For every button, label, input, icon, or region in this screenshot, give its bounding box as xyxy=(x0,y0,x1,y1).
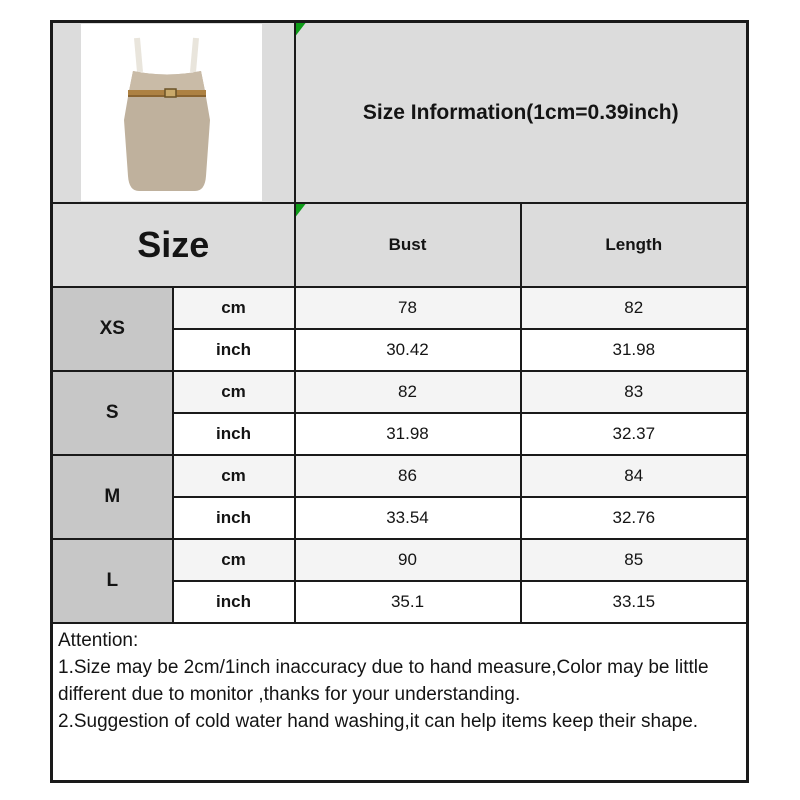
length-value: 33.15 xyxy=(612,592,656,611)
size-header-label: Size xyxy=(137,224,210,265)
length-value-cell: 85 xyxy=(519,538,749,582)
size-information-title: Size Information(1cm=0.39inch) xyxy=(362,100,679,124)
product-image xyxy=(81,24,262,201)
bust-value: 30.42 xyxy=(386,340,429,359)
unit-label: cm xyxy=(221,466,246,485)
length-value: 84 xyxy=(624,466,644,485)
size-label-cell: M xyxy=(50,454,174,540)
attention-line: different due to monitor ,thanks for you… xyxy=(58,684,521,705)
length-header-cell: Length xyxy=(519,202,749,288)
length-value: 83 xyxy=(624,382,644,401)
unit-label: cm xyxy=(221,298,246,317)
length-value: 31.98 xyxy=(612,340,656,359)
size-label-cell: L xyxy=(50,538,174,624)
table-row-xs-inch: inch 30.42 31.98 xyxy=(52,328,749,372)
attention-cell: Attention: 1.Size may be 2cm/1inch inacc… xyxy=(50,622,749,783)
bust-value-cell: 35.1 xyxy=(293,580,522,624)
attention-line: 2.Suggestion of cold water hand washing,… xyxy=(58,711,699,732)
length-value-cell: 32.76 xyxy=(519,496,749,540)
size-label: S xyxy=(105,402,119,423)
bust-value-cell: 33.54 xyxy=(293,496,522,540)
length-value-cell: 83 xyxy=(519,370,749,414)
size-table: Size Information(1cm=0.39inch) Size Bust… xyxy=(50,20,750,783)
table-row-m-inch: inch 33.54 32.76 xyxy=(52,496,749,540)
length-value-cell: 31.98 xyxy=(519,328,749,372)
attention-title: Attention: xyxy=(58,630,139,651)
bust-value: 90 xyxy=(398,550,417,569)
table-row-m-cm: M cm 86 84 xyxy=(50,454,749,540)
size-header-cell: Size xyxy=(50,202,296,288)
bust-value: 35.1 xyxy=(390,592,425,611)
bust-value-cell: 86 xyxy=(293,454,522,498)
green-corner-flag-icon xyxy=(296,205,306,217)
size-label-cell: XS xyxy=(50,286,174,372)
attention-line: 1.Size may be 2cm/1inch inaccuracy due t… xyxy=(58,657,709,678)
unit-cell: cm xyxy=(171,454,296,498)
length-value: 32.76 xyxy=(612,508,656,527)
unit-cell: cm xyxy=(171,370,296,414)
unit-label: inch xyxy=(216,340,251,359)
table-row-s-inch: inch 31.98 32.37 xyxy=(52,412,749,456)
length-value: 32.37 xyxy=(612,424,656,443)
table-row-s-cm: S cm 82 83 xyxy=(50,370,749,456)
product-image-cell xyxy=(50,20,296,204)
unit-label: inch xyxy=(216,592,251,611)
bust-value-cell: 30.42 xyxy=(293,328,522,372)
column-header-row: Size Bust Length xyxy=(50,202,749,288)
bust-value-cell: 90 xyxy=(293,538,522,582)
table-row-xs-cm: XS cm 78 82 xyxy=(50,286,749,372)
size-label: L xyxy=(106,570,119,591)
bust-value-cell: 31.98 xyxy=(293,412,522,456)
size-label-cell: S xyxy=(50,370,174,456)
size-chart: Size Information(1cm=0.39inch) Size Bust… xyxy=(50,20,750,783)
length-header-label: Length xyxy=(605,235,663,254)
unit-label: inch xyxy=(216,424,251,443)
unit-cell: cm xyxy=(171,538,296,582)
bust-value: 31.98 xyxy=(386,424,429,443)
length-value-cell: 84 xyxy=(519,454,749,498)
length-value: 82 xyxy=(624,298,644,317)
unit-cell: inch xyxy=(171,328,296,372)
length-value-cell: 33.15 xyxy=(519,580,749,624)
bust-value-cell: 78 xyxy=(293,286,522,330)
unit-cell: inch xyxy=(171,412,296,456)
length-value-cell: 82 xyxy=(519,286,749,330)
table-row-l-cm: L cm 90 85 xyxy=(50,538,749,624)
bust-value: 82 xyxy=(398,382,417,401)
table-row-l-inch: inch 35.1 33.15 xyxy=(52,580,749,624)
unit-label: cm xyxy=(221,382,246,401)
unit-cell: inch xyxy=(171,580,296,624)
unit-label: inch xyxy=(216,508,251,527)
length-value: 85 xyxy=(624,550,644,569)
size-information-title-cell: Size Information(1cm=0.39inch) xyxy=(293,20,749,204)
bust-header-label: Bust xyxy=(388,235,427,254)
bust-value: 33.54 xyxy=(386,508,429,527)
length-value-cell: 32.37 xyxy=(519,412,749,456)
unit-label: cm xyxy=(221,550,246,569)
size-label: M xyxy=(104,486,121,507)
unit-cell: cm xyxy=(171,286,296,330)
green-corner-flag-icon xyxy=(296,23,306,36)
bust-value: 86 xyxy=(398,466,417,485)
bust-header-cell: Bust xyxy=(293,202,522,288)
header-row: Size Information(1cm=0.39inch) xyxy=(50,20,749,204)
bust-value-cell: 82 xyxy=(293,370,522,414)
size-label: XS xyxy=(99,318,125,339)
dress-image xyxy=(124,37,210,191)
unit-cell: inch xyxy=(171,496,296,540)
bust-value: 78 xyxy=(398,298,417,317)
attention-row: Attention: 1.Size may be 2cm/1inch inacc… xyxy=(50,622,749,783)
